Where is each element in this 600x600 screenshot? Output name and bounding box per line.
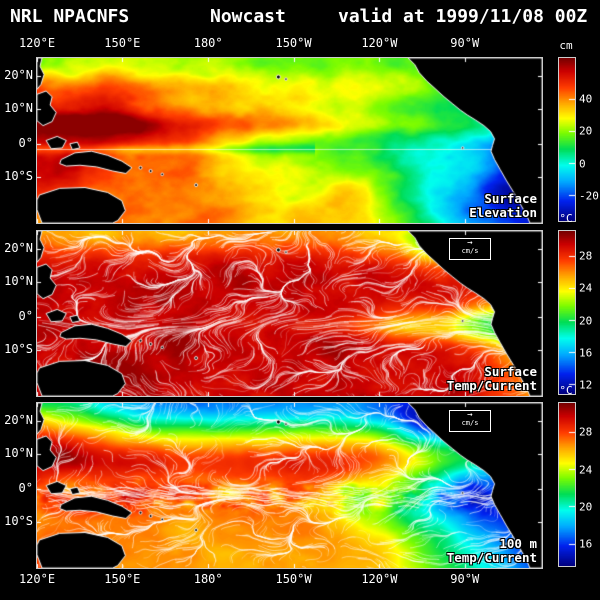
colorbar-tick-label: 28 (579, 425, 593, 439)
colorbar-unit-degc: °C (559, 212, 573, 225)
lon-label: 90°W (450, 36, 480, 50)
map-100m-temp-current: → cm/s 100 m Temp/Current (36, 402, 543, 569)
colorbar-tick-label: 20 (579, 314, 593, 328)
colorbar-tick-label: 16 (579, 537, 593, 551)
lat-label: 0° (18, 135, 33, 150)
lon-label: 120°W (361, 572, 398, 586)
lon-label: 120°E (18, 572, 56, 586)
colorbar-tick-label: 40 (579, 92, 593, 106)
lon-label: 150°W (275, 572, 312, 586)
colorbar-unit-degc: °C (559, 384, 573, 397)
lat-label: 10°S (4, 513, 33, 528)
colorbar-100m-temp (558, 402, 576, 567)
lon-label: 120°E (18, 36, 56, 50)
colorbar-tick-label: 12 (579, 378, 593, 392)
lon-label: 150°E (104, 572, 141, 586)
colorbar-tick-label: 24 (579, 281, 593, 295)
lat-label: 10°N (4, 274, 33, 289)
panel-label-line: Surface (484, 364, 537, 379)
lon-label: 90°W (450, 572, 480, 586)
colorbar-surface-temp (558, 230, 576, 395)
run-mode: Nowcast (210, 6, 286, 27)
colorbar-tick-label: 16 (579, 346, 593, 360)
map-surface-elevation: Surface Elevation (36, 57, 543, 224)
panel-label-surface-temp-current: Surface Temp/Current (447, 365, 537, 393)
product-name: NRL NPACNFS (10, 6, 130, 27)
lon-label: 120°W (361, 36, 398, 50)
lat-label: 20°N (4, 68, 33, 83)
map-surface-temp-current: → cm/s Surface Temp/Current (36, 230, 543, 397)
lat-label: 20°N (4, 241, 33, 256)
colorbar-tick-label: 20 (579, 500, 593, 514)
panel-label-100m-temp-current: 100 m Temp/Current (447, 537, 537, 565)
lat-label: 0° (18, 308, 33, 323)
panel-label-surface-elevation: Surface Elevation (469, 192, 537, 220)
colorbar-unit-cm: cm (559, 39, 573, 52)
current-scale-arrow-icon: → (467, 238, 473, 248)
colorbar-tick-label: -20 (579, 189, 599, 203)
current-scale-legend: → cm/s (449, 410, 491, 432)
colorbar-100m-temp-gradient (559, 403, 575, 566)
colorbar-tick-label: 24 (579, 463, 593, 477)
current-scale-label: cm/s (461, 247, 479, 255)
colorbar-elevation (558, 57, 576, 222)
colorbar-tick-label: 28 (579, 249, 593, 263)
surface-elevation-field (37, 58, 542, 223)
panel-label-line: Temp/Current (446, 550, 537, 565)
current-scale-label: cm/s (461, 419, 479, 427)
lon-label: 180° (193, 572, 223, 586)
panel-label-line: Elevation (469, 205, 537, 220)
panel-label-line: Temp/Current (446, 378, 537, 393)
current-scale-legend: → cm/s (449, 238, 491, 260)
lat-label: 10°S (4, 168, 33, 183)
lat-label: 20°N (4, 413, 33, 428)
colorbar-tick-label: 0 (579, 157, 586, 171)
lat-label: 10°S (4, 341, 33, 356)
lon-label: 150°W (275, 36, 312, 50)
lat-label: 0° (18, 480, 33, 495)
current-scale-arrow-icon: → (467, 410, 473, 420)
panel-label-line: 100 m (499, 536, 537, 551)
valid-time: valid at 1999/11/08 00Z (338, 6, 588, 27)
lon-label: 180° (193, 36, 223, 50)
lat-label: 10°N (4, 446, 33, 461)
lon-label: 150°E (104, 36, 141, 50)
panel-label-line: Surface (484, 191, 537, 206)
colorbar-elevation-gradient (559, 58, 575, 221)
lat-label: 10°N (4, 101, 33, 116)
colorbar-surface-temp-gradient (559, 231, 575, 394)
colorbar-tick-label: 20 (579, 124, 593, 138)
